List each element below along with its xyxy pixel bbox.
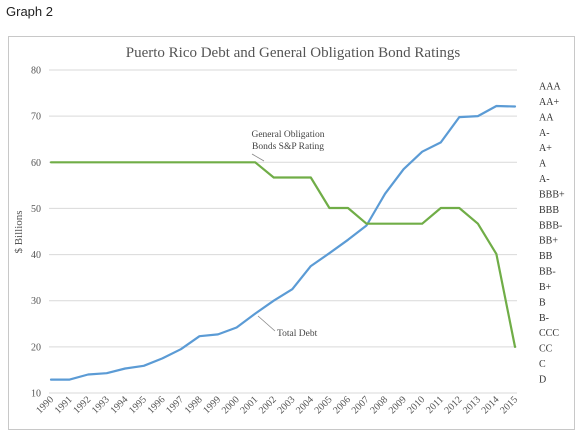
x-tick-label: 1994 xyxy=(108,394,130,416)
rating-tick-label: AA+ xyxy=(539,97,559,108)
y-tick-label: 80 xyxy=(31,66,41,77)
x-tick-label: 1996 xyxy=(146,394,168,416)
grid-lines xyxy=(49,69,517,394)
x-tick-label: 2009 xyxy=(387,394,409,416)
x-tick-label: 2004 xyxy=(294,394,316,416)
annotations: General Obligation Bonds S&P Rating Total … xyxy=(251,130,324,339)
x-tick-label: 2007 xyxy=(350,394,372,416)
rating-tick-label: BB+ xyxy=(539,236,558,247)
x-tick-label: 2000 xyxy=(220,394,242,416)
x-tick-label: 1998 xyxy=(183,394,205,416)
y-tick-label: 10 xyxy=(31,389,41,400)
go-bonds-annotation-text: General Obligation xyxy=(251,130,324,140)
x-axis: 1990199119921993199419951996199719981999… xyxy=(34,394,520,416)
rating-tick-label: AAA xyxy=(539,82,561,93)
x-tick-label: 2013 xyxy=(461,394,483,416)
rating-tick-label: CC xyxy=(539,344,553,355)
x-tick-label: 2012 xyxy=(443,394,465,416)
rating-tick-label: A xyxy=(539,159,547,170)
y-tick-label: 70 xyxy=(31,112,41,123)
rating-tick-label: BB xyxy=(539,251,553,262)
y-tick-label: 40 xyxy=(31,250,41,261)
x-tick-label: 1991 xyxy=(53,394,75,416)
x-tick-label: 2014 xyxy=(480,394,502,416)
rating-tick-label: A- xyxy=(539,128,550,139)
rating-tick-label: C xyxy=(539,359,546,370)
x-tick-label: 1995 xyxy=(127,394,149,416)
rating-tick-label: AA xyxy=(539,112,554,123)
chart-frame xyxy=(8,36,575,430)
rating-tick-label: CCC xyxy=(539,328,559,339)
x-tick-label: 2003 xyxy=(275,394,297,416)
rating-tick-label: B xyxy=(539,297,546,308)
rating-tick-label: A+ xyxy=(539,143,552,154)
total-debt-annotation-text: Total Debt xyxy=(277,329,318,339)
general-obligation-bonds-s-p-rating-line xyxy=(49,161,517,348)
x-tick-label: 1993 xyxy=(90,394,112,416)
x-tick-label: 2002 xyxy=(257,394,279,416)
rating-tick-label: BB- xyxy=(539,267,556,278)
x-tick-label: 2010 xyxy=(405,394,427,416)
x-tick-label: 2015 xyxy=(498,394,520,416)
x-tick-label: 1992 xyxy=(71,394,93,416)
x-tick-label: 1999 xyxy=(201,394,223,416)
right-rating-axis: AAAAA+AAA-A+AA-BBB+BBBBBB-BB+BBBB-B+BB-C… xyxy=(539,82,565,386)
rating-tick-label: BBB- xyxy=(539,220,562,231)
y-tick-label: 60 xyxy=(31,158,41,169)
total-debt-line xyxy=(49,104,517,381)
x-tick-label: 2008 xyxy=(368,394,390,416)
rating-tick-label: B- xyxy=(539,313,549,324)
y-tick-label: 20 xyxy=(31,342,41,353)
y-axis-label: $ Billions xyxy=(13,210,25,253)
x-tick-label: 1997 xyxy=(164,394,186,416)
rating-tick-label: A- xyxy=(539,174,550,185)
go-bonds-leader-line xyxy=(251,153,265,162)
x-tick-label: 2005 xyxy=(313,394,335,416)
rating-tick-label: BBB xyxy=(539,205,559,216)
graph-caption: Graph 2 xyxy=(6,4,53,19)
rating-tick-label: D xyxy=(539,375,546,386)
x-tick-label: 2001 xyxy=(238,394,260,416)
rating-tick-label: BBB+ xyxy=(539,189,565,200)
total-debt-leader-line xyxy=(257,315,276,332)
rating-tick-label: B+ xyxy=(539,282,552,293)
y-tick-label: 30 xyxy=(31,296,41,307)
go-bonds-annotation-text: Bonds S&P Rating xyxy=(252,142,324,152)
chart-title: Puerto Rico Debt and General Obligation … xyxy=(126,45,461,61)
series-lines xyxy=(49,104,517,381)
left-y-axis: 10 20 30 40 50 60 70 80 xyxy=(31,66,41,400)
x-tick-label: 2006 xyxy=(331,394,353,416)
y-tick-label: 50 xyxy=(31,204,41,215)
x-tick-label: 2011 xyxy=(424,394,446,416)
